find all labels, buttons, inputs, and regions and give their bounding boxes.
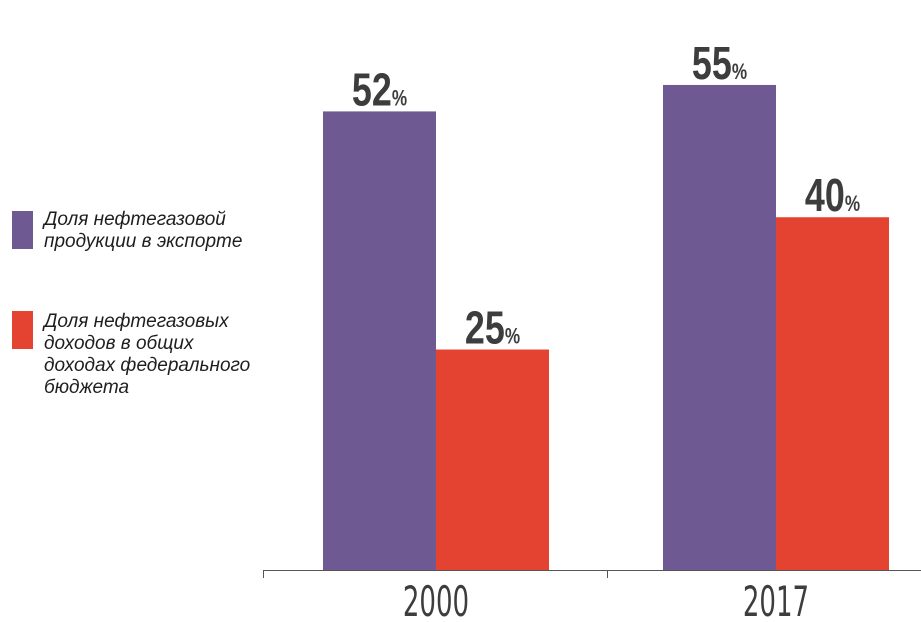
bar-2000-series-2 [436, 349, 549, 570]
bar-2017-series-1 [663, 84, 776, 570]
value-label-2017-series-2: 40% [805, 170, 861, 221]
value-label-2000-series-2: 25% [465, 302, 521, 353]
legend-label-export-share: Доля нефтегазовой продукции в экспорте [44, 209, 243, 252]
value-label-2000-series-1: 52% [352, 64, 408, 115]
bar-2017-series-2 [776, 217, 889, 570]
legend-swatch-purple [12, 211, 33, 249]
bar-2000-series-1 [323, 111, 436, 571]
legend-label-budget-share: Доля нефтегазовых доходов в общих дохода… [44, 311, 251, 398]
value-label-2017-series-1: 55% [692, 38, 748, 89]
x-tick-label-2017: 2017 [743, 579, 809, 622]
legend-swatch-red [12, 311, 33, 349]
x-tick-label-2000: 2000 [403, 579, 469, 622]
